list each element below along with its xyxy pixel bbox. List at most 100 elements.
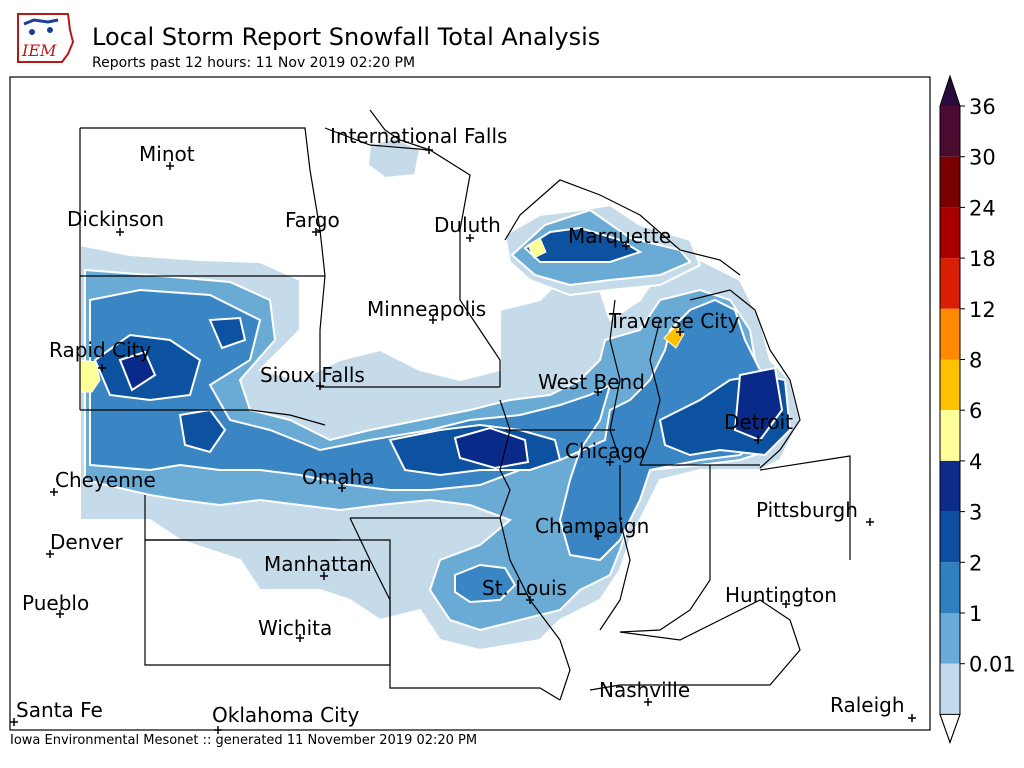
boundary-lake-mi-west xyxy=(609,299,621,461)
marker-raleigh xyxy=(908,714,916,722)
city-label: Oklahoma City xyxy=(212,703,360,727)
marker-pittsburgh xyxy=(866,518,874,526)
logo-text: IEM xyxy=(21,41,57,60)
city-label: Santa Fe xyxy=(16,698,103,722)
city-label: Pittsburgh xyxy=(756,498,858,522)
city-label: Dickinson xyxy=(67,207,164,231)
marker-minneapolis xyxy=(429,316,437,324)
city-label: Rapid City xyxy=(49,338,151,362)
colorbar-outline xyxy=(939,74,961,744)
colorbar-tick-label: 4 xyxy=(969,450,982,474)
colorbar-tick-label: 12 xyxy=(969,298,996,322)
city-label: Nashville xyxy=(599,678,690,702)
colorbar-tick-label: 6 xyxy=(969,399,982,423)
marker-detroit xyxy=(754,436,762,444)
city-label: Wichita xyxy=(258,616,332,640)
colorbar-tick-label: 24 xyxy=(969,196,996,220)
city-label: Minneapolis xyxy=(367,297,486,321)
city-label: Marquette xyxy=(568,224,671,248)
colorbar-segment xyxy=(940,613,960,664)
contour-dark-5 xyxy=(523,226,643,263)
city-label: St. Louis xyxy=(482,576,567,600)
boundary-mn-wi xyxy=(324,127,501,387)
contour-yellow-up xyxy=(527,237,547,259)
city-label: Chicago xyxy=(565,439,645,463)
city-label: International Falls xyxy=(330,124,507,148)
page-title: Local Storm Report Snowfall Total Analys… xyxy=(92,23,601,51)
colorbar-tick-label: 1 xyxy=(969,602,982,626)
colorbar-segment xyxy=(940,410,960,461)
colorbar-segment xyxy=(940,511,960,563)
city-label: Manhattan xyxy=(264,552,372,576)
colorbar-tick-label: 2 xyxy=(969,551,982,575)
state-boundaries xyxy=(79,109,851,701)
marker-west-bend xyxy=(594,388,602,396)
city-label: Huntington xyxy=(725,583,837,607)
contour-mid-stlouis xyxy=(454,563,517,604)
marker-oklahoma-city xyxy=(214,726,222,734)
boundary-lake-mi-east xyxy=(639,319,661,466)
colorbar-tick-label: 36 xyxy=(969,95,996,119)
boundary-nd-mn xyxy=(80,127,326,277)
marker-minot xyxy=(166,162,174,170)
boundary-co-ks xyxy=(144,540,390,666)
marker-omaha xyxy=(338,484,346,492)
marker-marquette xyxy=(622,242,630,250)
contour-mid xyxy=(89,288,777,562)
colorbar-segment xyxy=(940,258,960,309)
marker-traverse-city xyxy=(676,328,684,336)
city-label: Traverse City xyxy=(608,309,740,333)
boundary-mn-north xyxy=(369,109,431,151)
boundary-mi-upper xyxy=(504,179,741,276)
city-label: Sioux Falls xyxy=(260,363,365,387)
marker-dickinson xyxy=(116,228,124,236)
colorbar-segment xyxy=(940,106,960,157)
city-label: Minot xyxy=(139,142,195,166)
marker-chicago xyxy=(606,458,614,466)
iem-logo: IEM xyxy=(17,13,75,63)
boundary-mi-lower xyxy=(689,289,801,469)
city-label: Duluth xyxy=(434,213,501,237)
marker-denver xyxy=(46,550,54,558)
marker-cheyenne xyxy=(50,488,58,496)
colorbar-segment xyxy=(940,663,960,715)
city-label: Cheyenne xyxy=(55,468,156,492)
marker-huntington xyxy=(782,600,790,608)
colorbar-segment xyxy=(940,156,960,208)
colorbar-tick-label: 3 xyxy=(969,501,982,525)
boundary-ky xyxy=(589,599,801,691)
contour-dark-6 xyxy=(208,316,247,350)
boundary-mo-il xyxy=(499,517,571,701)
colorbar-extend-max xyxy=(940,76,960,106)
boundary-ks-mo xyxy=(349,517,561,701)
city-label: Champaign xyxy=(535,514,649,538)
boundary-in-oh xyxy=(619,465,711,633)
city-markers xyxy=(10,146,916,734)
colorbar-segment xyxy=(940,359,960,411)
contour-darkest xyxy=(453,426,530,470)
marker-st-louis xyxy=(526,596,534,604)
city-labels: International Falls Minot Dickinson Farg… xyxy=(16,124,905,727)
colorbar-tick-label: 0.01 xyxy=(969,653,1016,677)
city-label: Omaha xyxy=(302,465,374,489)
colorbar-tick-label: 8 xyxy=(969,349,982,373)
contour-dark-4 xyxy=(178,408,227,454)
marker-international-falls xyxy=(425,146,433,154)
colorbar-tick-label: 30 xyxy=(969,146,996,170)
contour-darkest-3 xyxy=(118,350,157,392)
city-label: Detroit xyxy=(724,410,793,434)
marker-nashville xyxy=(644,698,652,706)
boundary-oh-pa xyxy=(759,455,851,560)
colorbar-tick-label: 18 xyxy=(969,247,996,271)
footer-credit: Iowa Environmental Mesonet :: generated … xyxy=(10,733,478,748)
colorbar-segment xyxy=(940,562,960,613)
page-subtitle: Reports past 12 hours: 11 Nov 2019 02:20… xyxy=(92,55,416,71)
colorbar: 36 30 24 18 12 8 6 4 3 2 1 0.01 xyxy=(939,74,1016,744)
city-label: West Bend xyxy=(538,370,645,394)
city-label: Denver xyxy=(50,530,124,554)
marker-wichita xyxy=(296,634,304,642)
boundary-il-in xyxy=(599,465,631,631)
city-label: Raleigh xyxy=(830,693,905,717)
colorbar-segment xyxy=(940,460,960,512)
